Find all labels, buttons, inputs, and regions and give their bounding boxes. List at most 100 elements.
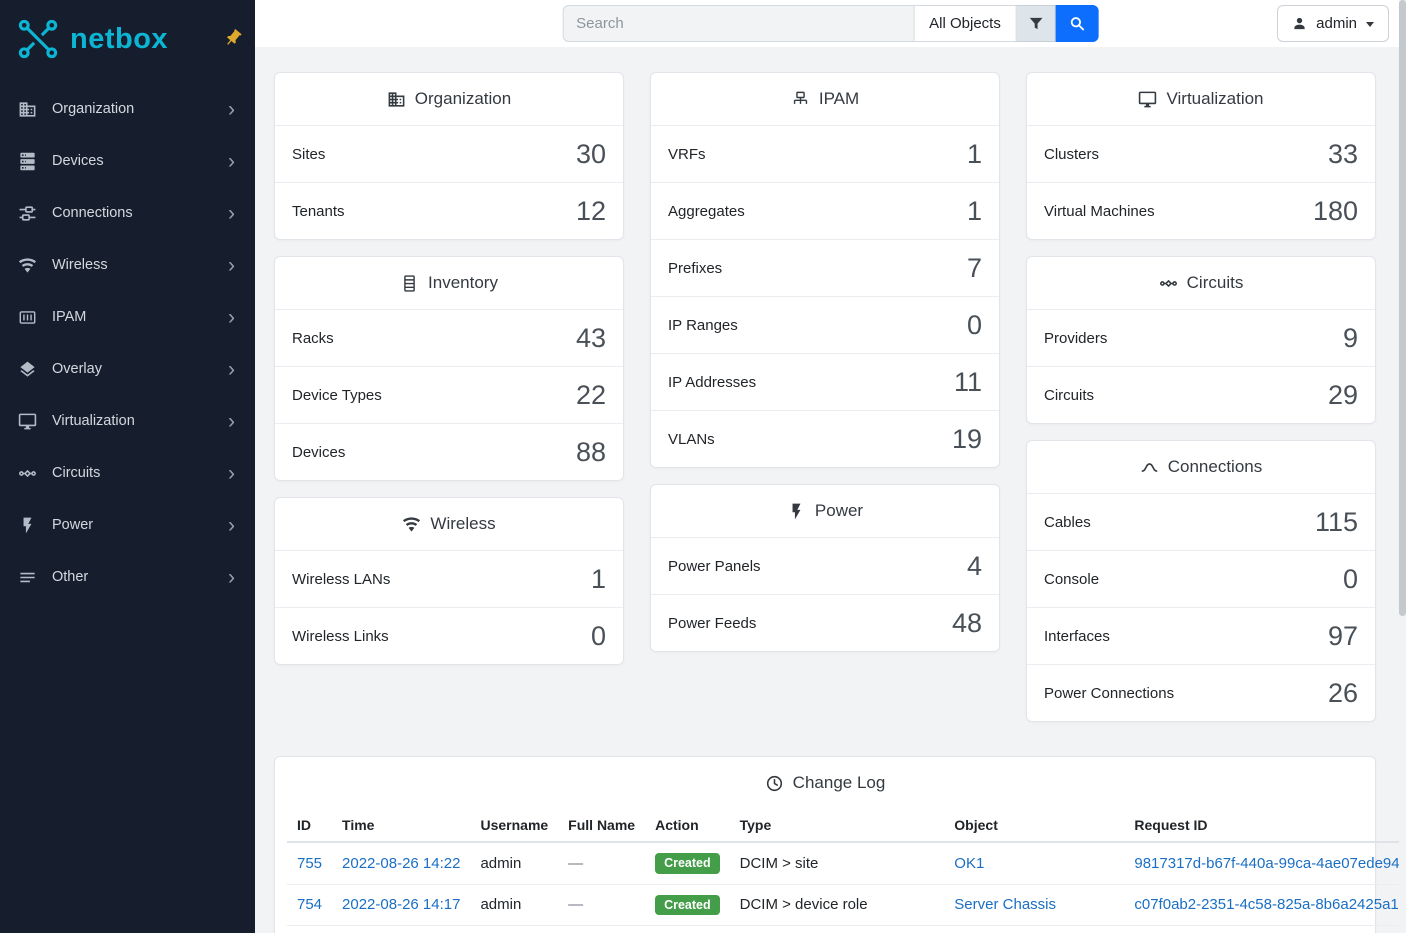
sidebar-item-other[interactable]: Other › (0, 551, 255, 603)
column-header-action[interactable]: Action (645, 809, 730, 843)
stat-row-device-types[interactable]: Device Types 22 (275, 366, 623, 423)
column-header-full-name[interactable]: Full Name (558, 809, 646, 843)
card-organization: Organization Sites 30 Tenants 12 (274, 72, 624, 240)
sidebar-item-connections[interactable]: Connections › (0, 187, 255, 239)
netbox-logo[interactable]: netbox (0, 0, 255, 83)
stat-value: 0 (590, 621, 606, 651)
change-id-link[interactable]: 754 (297, 896, 323, 914)
search-input[interactable] (562, 5, 915, 42)
stat-label[interactable]: IP Ranges (668, 316, 738, 334)
stat-value: 33 (1327, 139, 1358, 169)
sidebar-item-circuits[interactable]: Circuits › (0, 447, 255, 499)
object-type-select[interactable]: All Objects (914, 5, 1017, 42)
chevron-down-icon (1366, 22, 1374, 27)
stat-label[interactable]: Wireless LANs (292, 570, 391, 588)
column-header-object[interactable]: Object (944, 809, 1125, 843)
stat-row-clusters[interactable]: Clusters 33 (1027, 125, 1375, 182)
column-header-time[interactable]: Time (332, 809, 471, 843)
stat-row-vlans[interactable]: VLANs 19 (651, 410, 999, 467)
stat-label[interactable]: Cables (1044, 513, 1091, 531)
stat-row-vrfs[interactable]: VRFs 1 (651, 125, 999, 182)
stat-row-interfaces[interactable]: Interfaces 97 (1027, 607, 1375, 664)
column-header-request-id[interactable]: Request ID (1124, 809, 1406, 843)
stat-row-power-panels[interactable]: Power Panels 4 (651, 537, 999, 594)
stat-label[interactable]: Interfaces (1044, 627, 1110, 645)
sidebar-item-organization[interactable]: Organization › (0, 83, 255, 135)
sidebar-item-devices[interactable]: Devices › (0, 135, 255, 187)
sidebar-item-ipam[interactable]: IPAM › (0, 291, 255, 343)
change-time-link[interactable]: 2022-08-26 14:22 (342, 854, 461, 872)
object-link[interactable]: Server Chassis (954, 896, 1056, 914)
filter-button[interactable] (1016, 5, 1056, 42)
stat-row-wireless-links[interactable]: Wireless Links 0 (275, 607, 623, 664)
sidebar-item-virtualization[interactable]: Virtualization › (0, 395, 255, 447)
stat-row-racks[interactable]: Racks 43 (275, 309, 623, 366)
stat-label[interactable]: Clusters (1044, 145, 1100, 163)
object-link[interactable]: OK1 (954, 854, 985, 872)
stat-row-virtual-machines[interactable]: Virtual Machines 180 (1027, 182, 1375, 239)
stat-label[interactable]: Circuits (1044, 386, 1095, 404)
stat-label[interactable]: Power Feeds (668, 614, 757, 632)
stat-row-prefixes[interactable]: Prefixes 7 (651, 239, 999, 296)
dashboard: Organization Sites 30 Tenants 12 Invento… (255, 47, 1406, 933)
stat-label[interactable]: Power Panels (668, 557, 761, 575)
card-header: Power (651, 485, 999, 537)
stat-label[interactable]: Virtual Machines (1044, 202, 1155, 220)
cell-id: 753 (287, 925, 333, 933)
stat-label[interactable]: Console (1044, 570, 1100, 588)
user-menu-button[interactable]: admin (1277, 5, 1389, 42)
stat-label[interactable]: Providers (1044, 329, 1108, 347)
stat-label[interactable]: Wireless Links (292, 627, 389, 645)
change-id-link[interactable]: 755 (297, 854, 323, 872)
stat-label[interactable]: Prefixes (668, 259, 723, 277)
cable-icon (1140, 458, 1159, 477)
request-id-link[interactable]: c07f0ab2-2351-4c58-825a-8b6a2425a1ab (1134, 896, 1406, 914)
chevron-right-icon: › (228, 565, 235, 589)
stat-row-tenants[interactable]: Tenants 12 (275, 182, 623, 239)
sidebar-item-label: Wireless (52, 257, 108, 273)
stat-label[interactable]: Sites (292, 145, 326, 163)
building-icon (18, 100, 37, 119)
card-title: Virtualization (1166, 89, 1264, 108)
search-submit-button[interactable] (1055, 5, 1099, 42)
stat-label[interactable]: Tenants (292, 202, 345, 220)
stat-row-aggregates[interactable]: Aggregates 1 (651, 182, 999, 239)
stat-row-sites[interactable]: Sites 30 (275, 125, 623, 182)
column-header-username[interactable]: Username (470, 809, 559, 843)
stat-row-devices[interactable]: Devices 88 (275, 423, 623, 480)
stat-label[interactable]: Aggregates (668, 202, 745, 220)
cell-action: Created (645, 884, 730, 926)
stat-label[interactable]: Power Connections (1044, 684, 1175, 702)
sidebar-item-label: Virtualization (52, 413, 135, 429)
stat-label[interactable]: Racks (292, 329, 334, 347)
stat-row-cables[interactable]: Cables 115 (1027, 493, 1375, 550)
chevron-right-icon: › (228, 513, 235, 537)
sidebar-item-wireless[interactable]: Wireless › (0, 239, 255, 291)
sidebar-nav: Organization › Devices › Connections › W… (0, 83, 255, 603)
stat-row-power-connections[interactable]: Power Connections 26 (1027, 664, 1375, 721)
column-header-type[interactable]: Type (729, 809, 945, 843)
stat-label[interactable]: Device Types (292, 386, 382, 404)
dashboard-column-3: Virtualization Clusters 33 Virtual Machi… (1026, 72, 1376, 722)
scrollbar[interactable] (1399, 0, 1406, 933)
stat-label[interactable]: VRFs (668, 145, 706, 163)
sidebar-item-overlay[interactable]: Overlay › (0, 343, 255, 395)
change-time-link[interactable]: 2022-08-26 14:17 (342, 896, 461, 914)
lightning-icon (18, 516, 37, 535)
stat-row-circuits[interactable]: Circuits 29 (1027, 366, 1375, 423)
cell-full-name: — (558, 884, 646, 926)
scrollbar-thumb[interactable] (1399, 0, 1406, 616)
stat-row-ip-addresses[interactable]: IP Addresses 11 (651, 353, 999, 410)
request-id-link[interactable]: 9817317d-b67f-440a-99ca-4ae07ede94df (1134, 854, 1406, 872)
server-icon (18, 152, 37, 171)
stat-row-providers[interactable]: Providers 9 (1027, 309, 1375, 366)
stat-label[interactable]: IP Addresses (668, 373, 757, 391)
stat-row-console[interactable]: Console 0 (1027, 550, 1375, 607)
stat-label[interactable]: Devices (292, 443, 346, 461)
stat-label[interactable]: VLANs (668, 430, 715, 448)
sidebar-item-power[interactable]: Power › (0, 499, 255, 551)
column-header-id[interactable]: ID (287, 809, 333, 843)
stat-row-ip-ranges[interactable]: IP Ranges 0 (651, 296, 999, 353)
stat-row-power-feeds[interactable]: Power Feeds 48 (651, 594, 999, 651)
stat-row-wireless-lans[interactable]: Wireless LANs 1 (275, 550, 623, 607)
